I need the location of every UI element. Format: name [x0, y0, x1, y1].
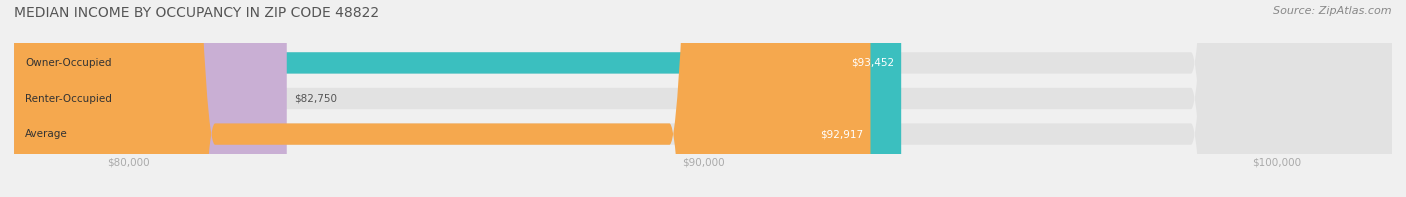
- Text: $92,917: $92,917: [821, 129, 863, 139]
- Text: $82,750: $82,750: [294, 94, 336, 103]
- Text: MEDIAN INCOME BY OCCUPANCY IN ZIP CODE 48822: MEDIAN INCOME BY OCCUPANCY IN ZIP CODE 4…: [14, 6, 380, 20]
- FancyBboxPatch shape: [14, 0, 287, 197]
- FancyBboxPatch shape: [14, 0, 901, 197]
- Text: $93,452: $93,452: [851, 58, 894, 68]
- Text: Average: Average: [25, 129, 67, 139]
- FancyBboxPatch shape: [14, 0, 870, 197]
- Text: Renter-Occupied: Renter-Occupied: [25, 94, 112, 103]
- FancyBboxPatch shape: [14, 0, 1392, 197]
- Text: Source: ZipAtlas.com: Source: ZipAtlas.com: [1274, 6, 1392, 16]
- FancyBboxPatch shape: [14, 0, 1392, 197]
- FancyBboxPatch shape: [14, 0, 1392, 197]
- Text: Owner-Occupied: Owner-Occupied: [25, 58, 111, 68]
